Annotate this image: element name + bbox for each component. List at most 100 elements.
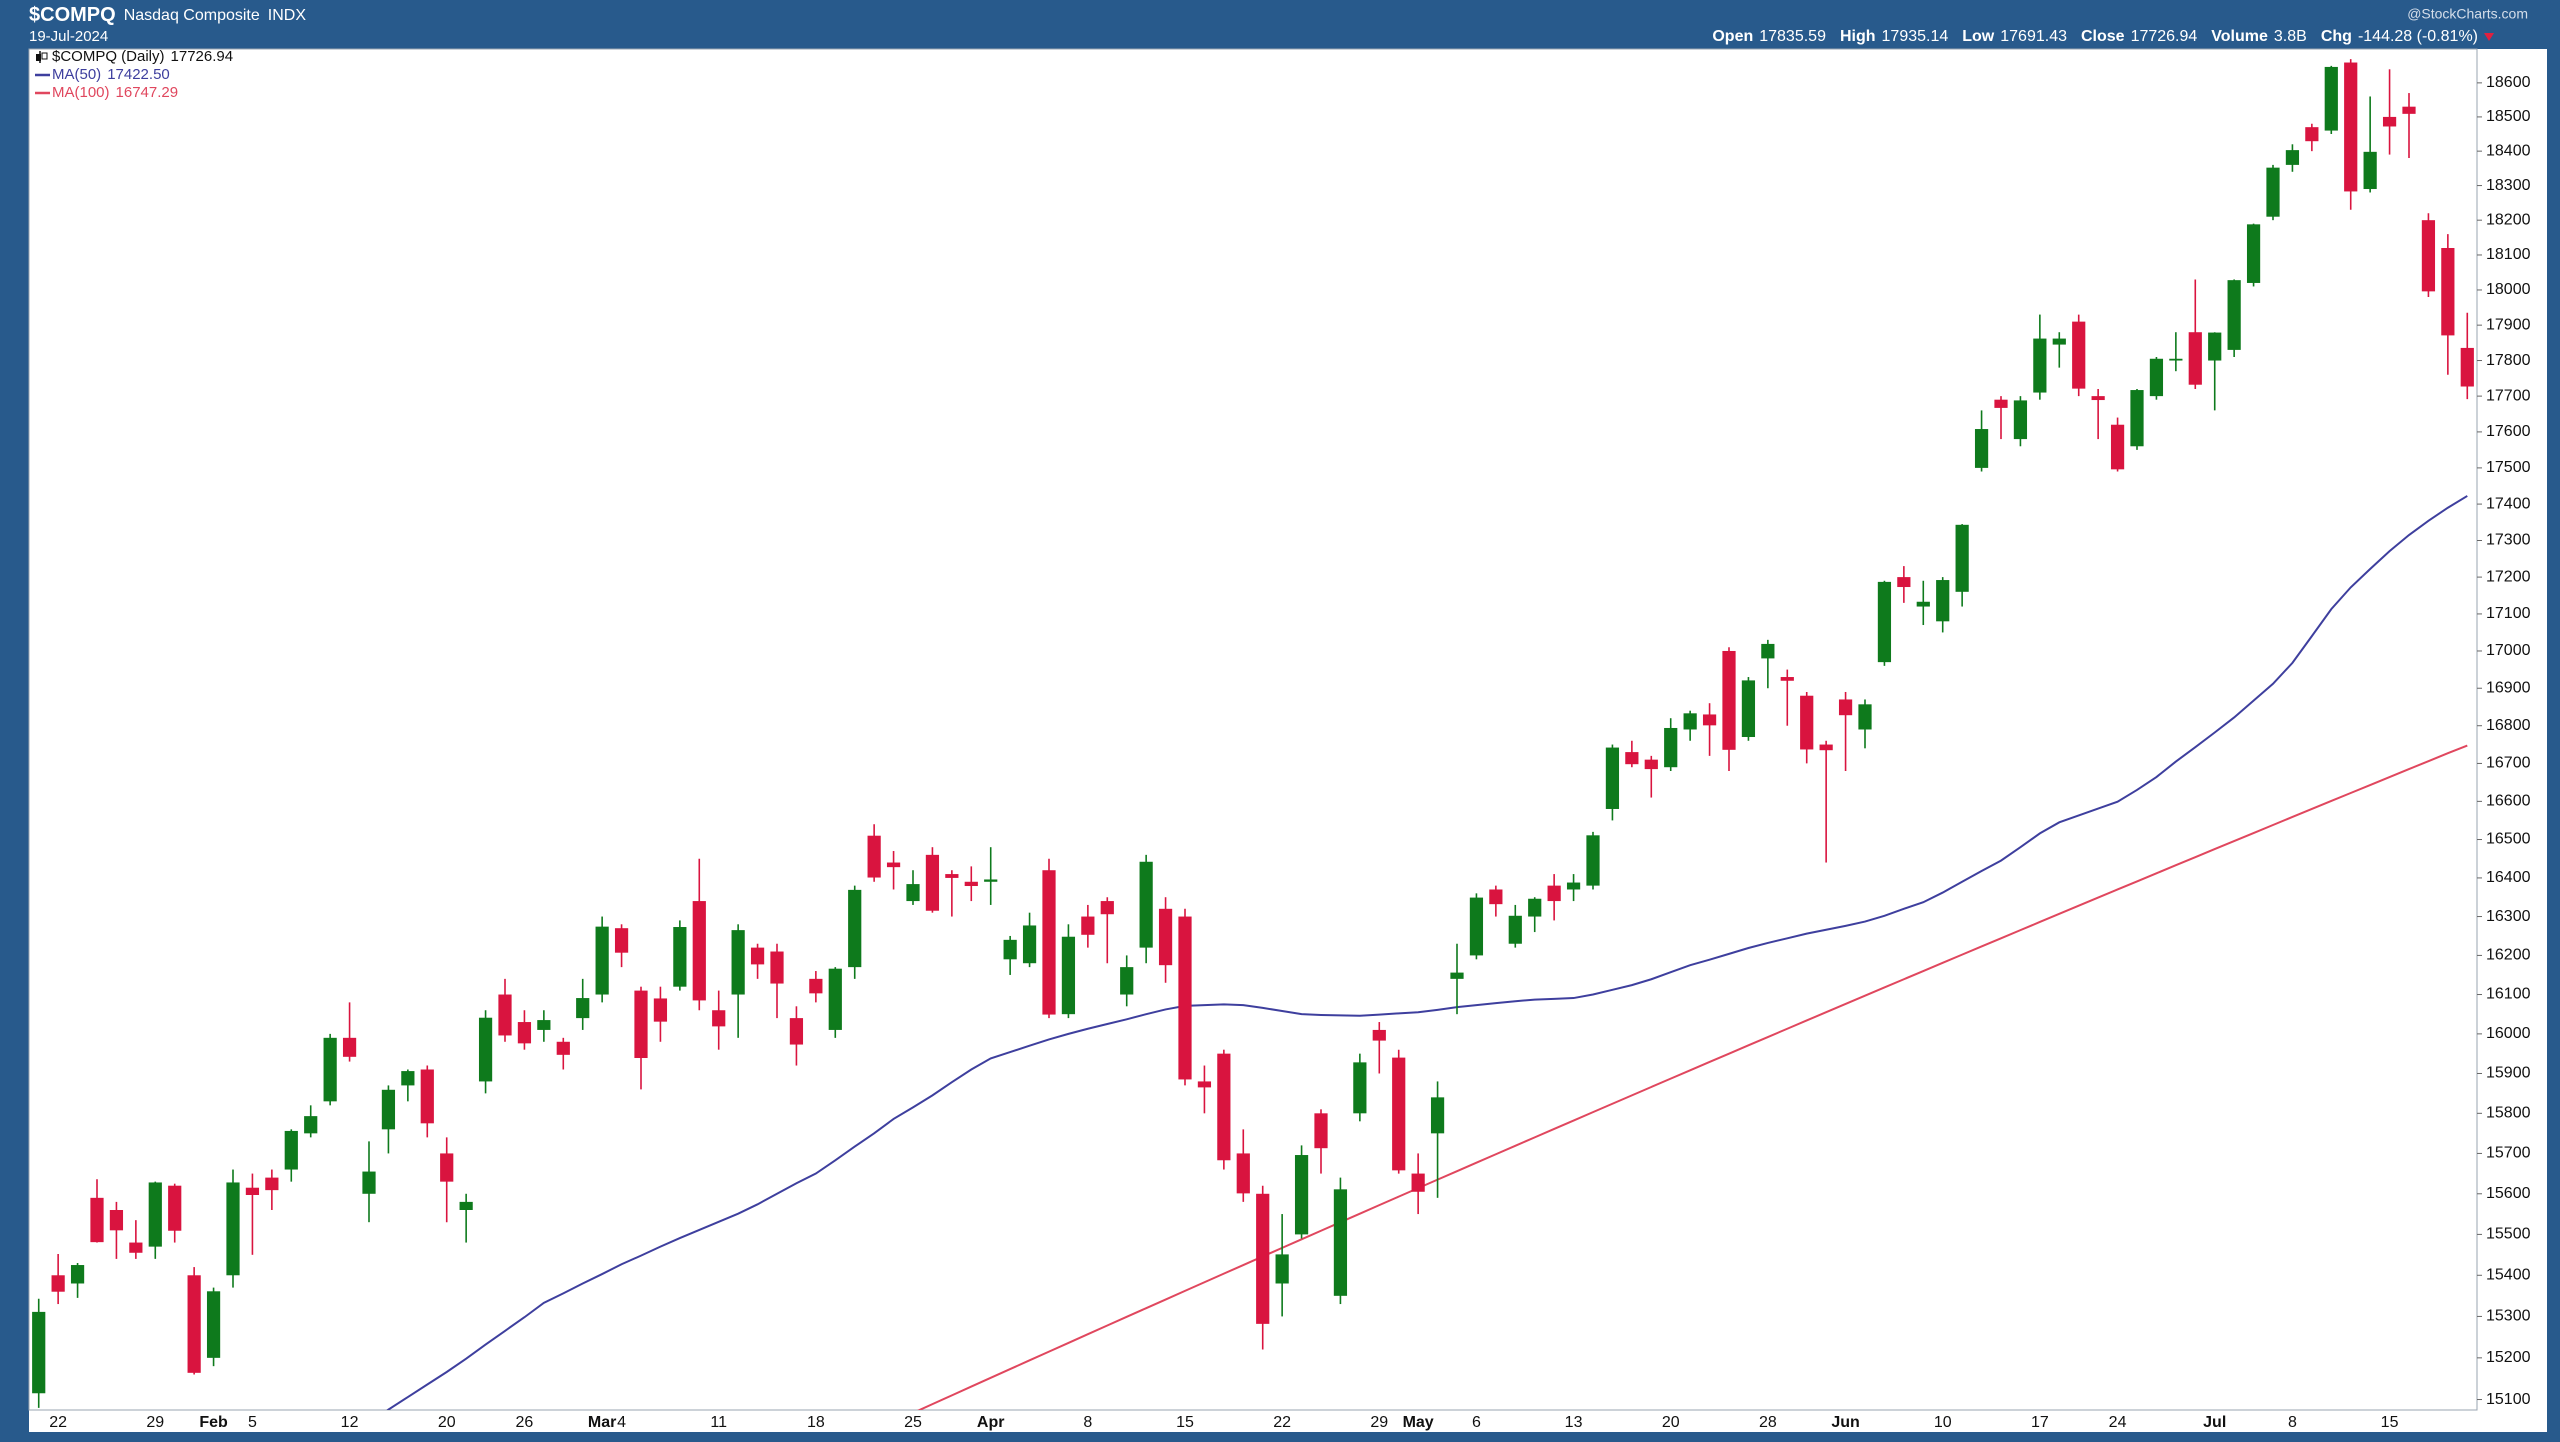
x-tick-label: 20: [1662, 1414, 1680, 1431]
y-tick-label: 17500: [2486, 459, 2531, 476]
x-tick-label: 10: [1934, 1414, 1952, 1431]
y-tick-label: 15200: [2486, 1349, 2531, 1366]
candle-body: [1625, 752, 1639, 765]
stat-label: Volume: [2211, 28, 2268, 45]
candle-body: [828, 968, 842, 1030]
y-tick-label: 17900: [2486, 316, 2531, 333]
y-tick-label: 15900: [2486, 1065, 2531, 1082]
candle-body: [517, 1022, 532, 1044]
candle-body: [1353, 1062, 1367, 1114]
candle-body: [129, 1242, 143, 1253]
y-tick-label: 17000: [2486, 642, 2531, 659]
candle-body: [51, 1275, 65, 1292]
x-tick-label: 8: [1083, 1414, 1092, 1431]
y-tick-label: 17300: [2486, 532, 2531, 549]
candle-body: [1372, 1029, 1386, 1041]
candle-body: [2130, 390, 2144, 447]
candle-body: [1994, 399, 2008, 408]
y-tick-label: 16200: [2486, 947, 2531, 964]
panel: [29, 49, 2547, 1432]
candle-body: [1955, 524, 1969, 592]
candle-body: [226, 1182, 240, 1276]
header-stats: Open 17835.59 High 17935.14 Low 17691.43 Close…: [1712, 28, 2478, 45]
candle-body: [537, 1020, 551, 1030]
x-tick-label: 25: [904, 1414, 922, 1431]
candle-body: [1566, 882, 1581, 890]
x-tick-label: Jul: [2203, 1414, 2226, 1431]
candle-body: [304, 1116, 318, 1134]
candle-body: [2382, 116, 2397, 127]
candle-body: [2227, 280, 2241, 350]
candle-body: [206, 1291, 221, 1358]
candle-body: [1702, 714, 1717, 726]
stat-value: -144.28 (-0.81%): [2358, 28, 2478, 45]
stat-label: Low: [1962, 28, 1995, 45]
candle-body: [886, 862, 901, 868]
candle-body: [1294, 1155, 1309, 1235]
candle-body: [770, 951, 784, 984]
candle-body: [945, 874, 959, 878]
header-date: 19-Jul-2024: [29, 28, 108, 45]
legend-entry: $COMPQ (Daily) 17726.94: [52, 48, 233, 65]
candle-body: [750, 947, 765, 965]
candle-body: [1761, 643, 1775, 659]
y-tick-label: 15400: [2486, 1267, 2531, 1284]
candle-body: [1333, 1189, 1348, 1296]
candle-body: [984, 879, 998, 882]
candle-body: [809, 978, 823, 994]
candle-body: [1722, 650, 1736, 750]
candle-body: [906, 884, 920, 902]
candle-body: [925, 854, 940, 911]
x-tick-label: 5: [248, 1414, 257, 1431]
y-tick-label: 18500: [2486, 108, 2531, 125]
x-tick-label: Jun: [1831, 1414, 1859, 1431]
candle-body: [2052, 338, 2066, 345]
candle-body: [459, 1201, 473, 1211]
candle-body: [1664, 727, 1678, 768]
legend-icon-body: [36, 54, 41, 61]
candle-body: [614, 928, 629, 953]
candle-body: [1236, 1153, 1250, 1194]
watermark: @StockCharts.com: [2407, 6, 2528, 22]
candle-body: [1275, 1254, 1289, 1284]
header-title: $COMPQ Nasdaq Composite INDX: [29, 4, 306, 26]
y-tick-label: 16900: [2486, 679, 2531, 696]
x-tick-label: 17: [2031, 1414, 2049, 1431]
candle-body: [1430, 1097, 1445, 1134]
candle-body: [1838, 699, 1853, 716]
candle-body: [1061, 936, 1076, 1015]
y-tick-label: 18000: [2486, 281, 2531, 298]
plot-border: [28, 48, 2478, 1411]
candle-body: [1411, 1173, 1425, 1192]
candle-body: [1158, 908, 1173, 966]
candle-body: [1197, 1081, 1212, 1088]
candle-body: [731, 930, 745, 995]
candle-body: [2169, 358, 2183, 361]
y-tick-label: 16300: [2486, 908, 2531, 925]
candle-body: [1780, 677, 1794, 681]
stat-label: Open: [1712, 28, 1753, 45]
candle-body: [1741, 680, 1756, 738]
candle-body: [1916, 601, 1930, 607]
x-tick-label: 22: [1273, 1414, 1291, 1431]
legend-value: 16747.29: [116, 84, 179, 101]
x-tick-label: 11: [710, 1414, 727, 1431]
candle-body: [2460, 347, 2474, 387]
symbol-name: Nasdaq Composite: [124, 7, 260, 24]
x-tick-label: 28: [1759, 1414, 1777, 1431]
candle-body: [70, 1265, 85, 1284]
stat-label: Close: [2081, 28, 2125, 45]
y-tick-label: 15700: [2486, 1145, 2531, 1162]
x-tick-label: 6: [1472, 1414, 1481, 1431]
legend-value: 17422.50: [107, 66, 170, 83]
y-tick-label: 16400: [2486, 869, 2531, 886]
candle-body: [1256, 1193, 1270, 1324]
y-tick-label: 18600: [2486, 74, 2531, 91]
candle-body: [1877, 581, 1892, 663]
candle-body: [148, 1182, 162, 1247]
legend-name: MA(50): [52, 66, 101, 83]
x-tick-label: 13: [1565, 1414, 1583, 1431]
candle-body: [1042, 870, 1056, 1015]
candle-body: [1936, 580, 1950, 622]
candle-body: [673, 927, 687, 987]
